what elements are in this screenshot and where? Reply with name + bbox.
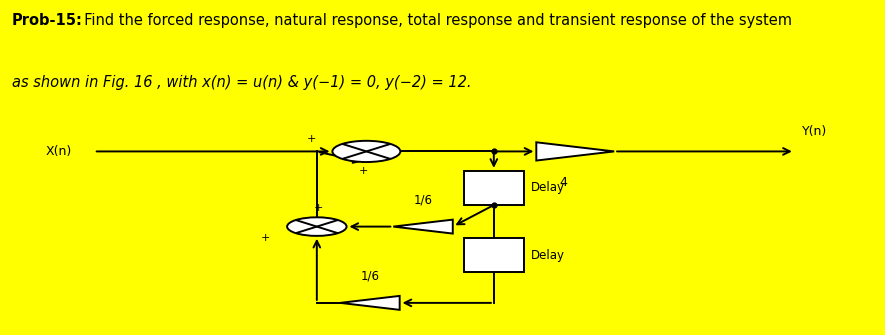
Text: Prob-15:: Prob-15: bbox=[12, 13, 82, 28]
Text: Delay: Delay bbox=[531, 249, 565, 262]
Circle shape bbox=[287, 217, 347, 236]
Text: Find the forced response, natural response, total response and transient respons: Find the forced response, natural respon… bbox=[75, 13, 792, 28]
Text: Y(n): Y(n) bbox=[802, 125, 827, 138]
Polygon shape bbox=[340, 296, 400, 310]
Text: as shown in Fig. 16 , with x(n) = u(n) & y(−1) = 0, y(−2) = 12.: as shown in Fig. 16 , with x(n) = u(n) &… bbox=[12, 75, 471, 90]
Text: +: + bbox=[358, 166, 367, 176]
Bar bbox=[464, 171, 524, 205]
Text: 4: 4 bbox=[559, 176, 567, 189]
Text: 1/6: 1/6 bbox=[360, 270, 380, 282]
Circle shape bbox=[333, 141, 400, 162]
Polygon shape bbox=[393, 220, 453, 233]
Text: Delay: Delay bbox=[531, 181, 565, 194]
Text: +: + bbox=[261, 233, 271, 243]
Text: X(n): X(n) bbox=[45, 145, 72, 158]
Bar bbox=[464, 238, 524, 272]
Text: 1/6: 1/6 bbox=[413, 193, 433, 206]
Text: +: + bbox=[306, 134, 316, 144]
Text: +: + bbox=[313, 203, 323, 213]
Polygon shape bbox=[536, 142, 614, 160]
